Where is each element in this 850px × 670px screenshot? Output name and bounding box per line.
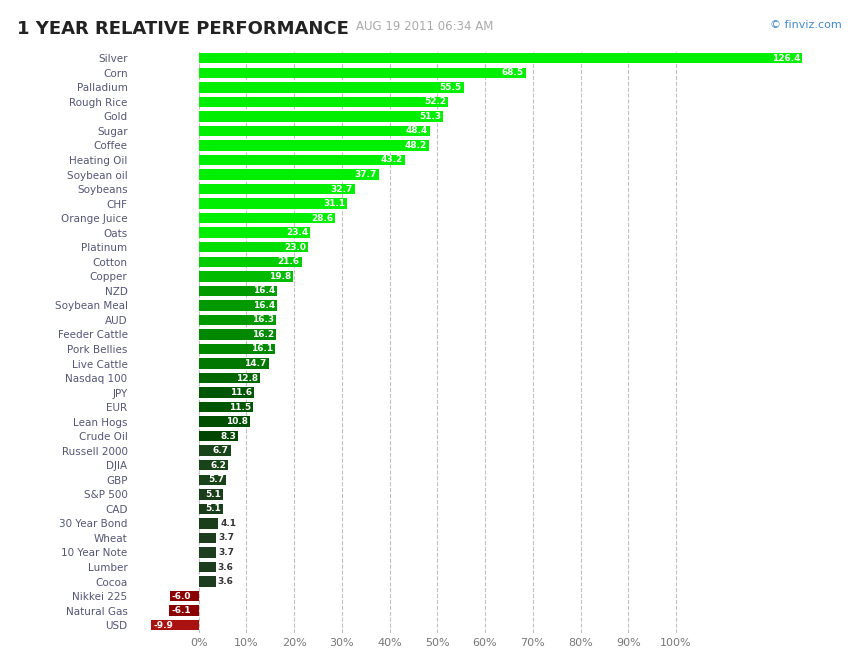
Text: -9.9: -9.9 [153, 620, 173, 630]
Bar [199, 68, 525, 78]
Bar [199, 504, 223, 514]
Text: 68.5: 68.5 [502, 68, 524, 77]
Bar [199, 257, 302, 267]
Text: 16.1: 16.1 [252, 344, 274, 354]
Text: 1 YEAR RELATIVE PERFORMANCE: 1 YEAR RELATIVE PERFORMANCE [17, 20, 348, 38]
Text: 55.5: 55.5 [439, 83, 462, 92]
Bar [199, 358, 269, 369]
Bar [199, 518, 218, 529]
Text: 48.2: 48.2 [405, 141, 427, 150]
Text: 16.3: 16.3 [252, 316, 275, 324]
Text: 126.4: 126.4 [772, 54, 800, 63]
Bar [199, 96, 448, 107]
Text: 5.1: 5.1 [205, 490, 221, 499]
Bar [199, 285, 277, 296]
Bar [199, 344, 275, 354]
Text: 14.7: 14.7 [245, 359, 267, 368]
Text: 8.3: 8.3 [220, 431, 236, 441]
Text: 4.1: 4.1 [220, 519, 236, 528]
Text: 19.8: 19.8 [269, 272, 292, 281]
Text: 37.7: 37.7 [354, 170, 377, 179]
Text: 3.6: 3.6 [218, 577, 234, 586]
Bar [199, 155, 405, 165]
Text: 10.8: 10.8 [226, 417, 248, 426]
Bar [199, 140, 428, 151]
Text: 23.4: 23.4 [286, 228, 309, 237]
Bar [199, 271, 293, 281]
Text: 28.6: 28.6 [311, 214, 333, 222]
Bar [199, 170, 378, 180]
Text: -6.0: -6.0 [172, 592, 191, 600]
Bar [199, 53, 802, 64]
Bar [199, 533, 216, 543]
Bar [199, 446, 230, 456]
Text: 16.4: 16.4 [252, 286, 275, 295]
Text: 12.8: 12.8 [235, 374, 258, 383]
Bar [199, 315, 276, 325]
Text: 23.0: 23.0 [285, 243, 307, 252]
Bar [199, 474, 226, 485]
Bar [199, 300, 277, 311]
Bar [199, 387, 254, 398]
Bar [199, 402, 253, 412]
Text: 21.6: 21.6 [278, 257, 300, 266]
Text: 51.3: 51.3 [419, 112, 442, 121]
Text: 32.7: 32.7 [331, 184, 353, 194]
Text: 16.4: 16.4 [252, 301, 275, 310]
Bar [199, 431, 238, 442]
Text: AUG 19 2011 06:34 AM: AUG 19 2011 06:34 AM [356, 20, 494, 33]
Text: 3.7: 3.7 [218, 533, 234, 543]
Text: 5.7: 5.7 [208, 475, 224, 484]
Text: 16.2: 16.2 [252, 330, 274, 339]
Bar [199, 373, 260, 383]
Bar [199, 126, 429, 136]
Bar [199, 227, 310, 238]
Text: 52.2: 52.2 [424, 97, 446, 107]
Text: 5.1: 5.1 [205, 505, 221, 513]
Bar [199, 242, 309, 253]
Text: -6.1: -6.1 [172, 606, 191, 615]
Text: 31.1: 31.1 [323, 199, 345, 208]
Bar [199, 111, 444, 122]
Text: 48.4: 48.4 [405, 127, 428, 135]
Text: 43.2: 43.2 [381, 155, 403, 165]
Bar [199, 547, 216, 557]
Text: 3.7: 3.7 [218, 548, 234, 557]
Text: 3.6: 3.6 [218, 563, 234, 572]
Bar [199, 460, 228, 470]
Bar [199, 184, 354, 194]
Bar [199, 198, 347, 209]
Bar [199, 576, 216, 587]
Text: 6.2: 6.2 [211, 461, 226, 470]
Text: 11.5: 11.5 [230, 403, 252, 411]
Bar [170, 591, 199, 601]
Bar [199, 417, 250, 427]
Text: 6.7: 6.7 [212, 446, 229, 455]
Text: 11.6: 11.6 [230, 388, 252, 397]
Bar [151, 620, 199, 630]
Bar [199, 489, 223, 500]
Bar [199, 329, 276, 340]
Bar [169, 606, 199, 616]
Bar [199, 213, 335, 223]
Text: © finviz.com: © finviz.com [770, 20, 842, 30]
Bar [199, 561, 216, 572]
Bar [199, 82, 463, 92]
